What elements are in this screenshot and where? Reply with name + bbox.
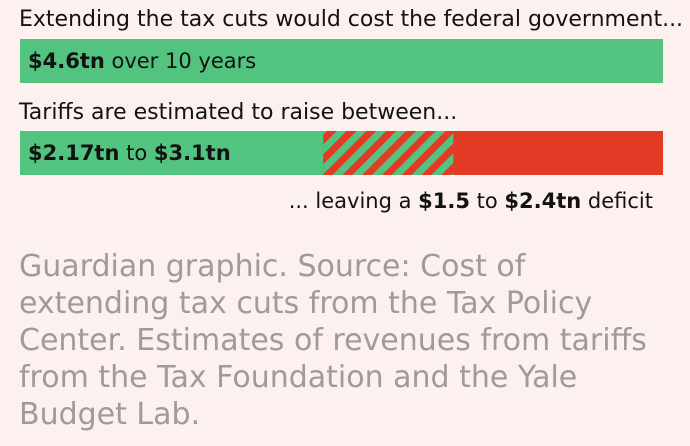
tariff-range-connector: to bbox=[119, 141, 154, 165]
deficit-low-value: $1.5 bbox=[418, 189, 470, 213]
tariff-low-value: $2.17tn bbox=[28, 141, 120, 165]
tariff-low-bar-fill bbox=[20, 131, 324, 175]
tax-cuts-heading: Extending the tax cuts would cost the fe… bbox=[19, 7, 684, 32]
deficit-high-value: $2.4tn bbox=[504, 189, 582, 213]
tax-cuts-bar-label: $4.6tn over 10 years bbox=[28, 39, 256, 83]
source-note: Guardian graphic. Source: Cost of extend… bbox=[19, 249, 647, 432]
tariff-range-hatch bbox=[323, 131, 454, 175]
deficit-prefix: ... leaving a bbox=[288, 189, 419, 213]
tariff-high-value: $3.1tn bbox=[153, 141, 231, 165]
tax-cuts-bar-fill bbox=[20, 39, 663, 83]
tariffs-heading: Tariffs are estimated to raise between..… bbox=[19, 100, 458, 125]
tax-cuts-value: $4.6tn bbox=[28, 49, 105, 73]
tax-cuts-bar: $4.6tn over 10 years bbox=[20, 39, 663, 83]
tariff-revenue-bar-label: $2.17tn to $3.1tn bbox=[28, 131, 231, 175]
tax-cuts-period: over 10 years bbox=[104, 49, 257, 73]
deficit-suffix: deficit bbox=[581, 189, 653, 213]
tax-cuts-bar-graphic bbox=[20, 39, 663, 83]
deficit-annotation: ... leaving a $1.5 to $2.4tn deficit bbox=[289, 188, 653, 214]
tariff-revenue-bar-graphic bbox=[20, 131, 663, 175]
tariff-revenue-bar: $2.17tn to $3.1tn bbox=[20, 131, 663, 175]
deficit-connector: to bbox=[469, 189, 505, 213]
